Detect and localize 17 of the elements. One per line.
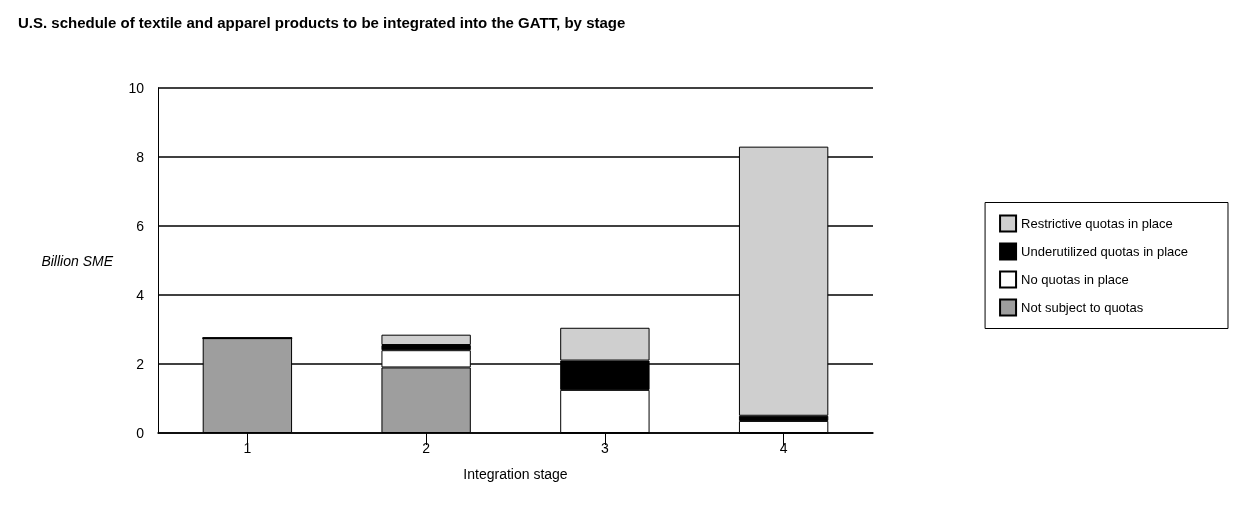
y-tick-label: 4 [136,287,145,303]
chart-title: U.S. schedule of textile and apparel products to be integrated into the GATT, by stage [18,14,626,31]
legend-label: Not subject to quotas [1021,300,1144,315]
x-axis-title: Integration stage [463,466,568,482]
legend-label: No quotas in place [1021,272,1129,287]
x-tick-label: 4 [779,440,788,456]
y-tick-label: 10 [128,80,145,96]
x-tick-label: 3 [600,440,609,456]
y-axis-title: Billion SME [41,252,114,269]
bar [381,334,471,346]
y-tick-label: 8 [136,149,145,165]
legend-label: Underutilized quotas in place [1021,244,1188,259]
y-tick-label: 6 [136,218,145,234]
x-tick-label: 2 [422,440,431,456]
y-tick-label: 0 [136,425,145,441]
legend-label: Restrictive quotas in place [1021,216,1173,231]
y-tick-label: 2 [136,356,145,372]
